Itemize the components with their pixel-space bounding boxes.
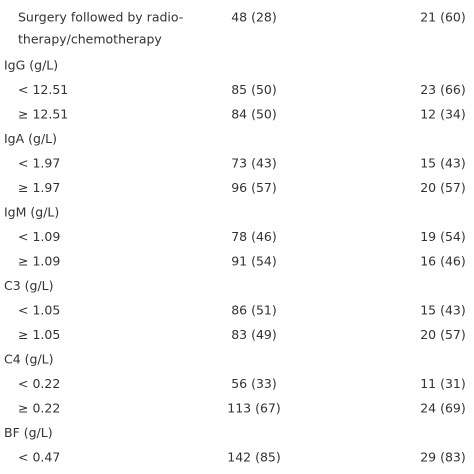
group-label: IgA (g/L) [4,131,57,146]
cell: 20 (57) [420,327,466,342]
row-label: < 1.09 [18,229,60,244]
row-label: < 0.47 [18,450,60,465]
row-label: ≥ 12.51 [18,107,68,122]
cell: 21 (60) [420,10,466,25]
cell: 24 (69) [420,401,466,416]
cell: 85 (50) [231,82,277,97]
cell: 16 (46) [420,254,466,269]
group-label: IgM (g/L) [4,205,59,220]
cell: 11 (31) [420,376,466,391]
cell: 84 (50) [231,107,277,122]
cell: 19 (54) [420,229,466,244]
cell: 86 (51) [231,303,277,318]
cell: 73 (43) [231,156,277,171]
cell: 56 (33) [231,376,277,391]
row-label: ≥ 1.97 [18,180,60,195]
group-label: C3 (g/L) [4,278,54,293]
group-label: C4 (g/L) [4,352,54,367]
cell: 15 (43) [420,156,466,171]
cell: 20 (57) [420,180,466,195]
cell: 12 (34) [420,107,466,122]
cell: 113 (67) [227,401,281,416]
cell: 23 (66) [420,82,466,97]
row-label: Surgery followed by radio- [18,10,183,25]
cell: 29 (83) [420,450,466,465]
row-label: < 12.51 [18,82,68,97]
group-label: BF (g/L) [4,425,53,440]
row-label: < 1.05 [18,303,60,318]
cell: 83 (49) [231,327,277,342]
cell: 78 (46) [231,229,277,244]
row-label: ≥ 0.22 [18,401,60,416]
cell: 91 (54) [231,254,277,269]
group-label: IgG (g/L) [4,58,58,73]
row-label: therapy/chemotherapy [18,32,162,47]
row-label: ≥ 1.09 [18,254,60,269]
cell: 48 (28) [231,10,277,25]
row-label: ≥ 1.05 [18,327,60,342]
row-label: < 1.97 [18,156,60,171]
cell: 15 (43) [420,303,466,318]
cell: 142 (85) [227,450,281,465]
row-label: < 0.22 [18,376,60,391]
cell: 96 (57) [231,180,277,195]
